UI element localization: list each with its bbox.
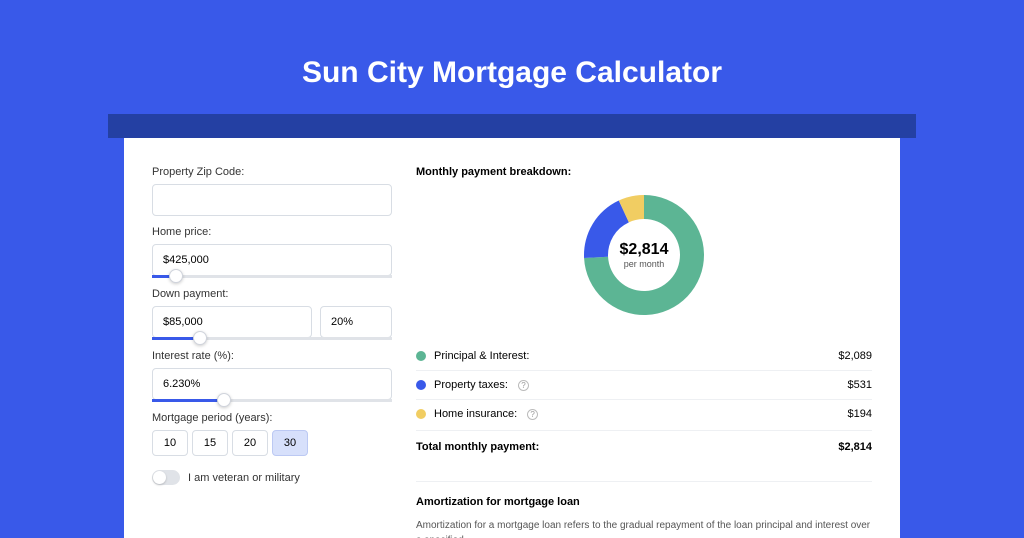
donut-chart: $2,814 per month <box>579 190 709 320</box>
period-field: Mortgage period (years): 10152030 <box>152 412 392 456</box>
total-row: Total monthly payment: $2,814 <box>416 430 872 461</box>
slider-thumb[interactable] <box>217 393 231 407</box>
breakdown-row: Principal & Interest: $2,089 <box>416 342 872 370</box>
interest-label: Interest rate (%): <box>152 350 392 362</box>
total-value: $2,814 <box>838 441 872 453</box>
breakdown-value: $2,089 <box>838 350 872 362</box>
donut-center: $2,814 per month <box>620 241 669 269</box>
home-price-field: Home price: $425,000 <box>152 226 392 278</box>
slider-thumb[interactable] <box>169 269 183 283</box>
donut-sub: per month <box>620 259 669 269</box>
breakdown-value: $531 <box>848 379 872 391</box>
donut-chart-wrap: $2,814 per month <box>416 190 872 320</box>
slider-thumb[interactable] <box>193 331 207 345</box>
form-column: Property Zip Code: Home price: $425,000 … <box>152 166 392 538</box>
total-label: Total monthly payment: <box>416 441 539 453</box>
interest-slider[interactable] <box>152 399 392 402</box>
legend-dot <box>416 409 426 419</box>
down-payment-field: Down payment: $85,000 20% <box>152 288 392 340</box>
breakdown-label: Home insurance: <box>434 408 517 420</box>
help-icon[interactable]: ? <box>527 409 538 420</box>
period-option-15[interactable]: 15 <box>192 430 228 456</box>
period-option-10[interactable]: 10 <box>152 430 188 456</box>
help-icon[interactable]: ? <box>518 380 529 391</box>
interest-field: Interest rate (%): 6.230% <box>152 350 392 402</box>
card-shadow-bar <box>108 114 916 138</box>
donut-value: $2,814 <box>620 241 669 259</box>
down-payment-pct-input[interactable]: 20% <box>320 306 392 338</box>
legend-dot <box>416 380 426 390</box>
page-title: Sun City Mortgage Calculator <box>0 56 1024 90</box>
breakdown-label: Principal & Interest: <box>434 350 529 362</box>
breakdown-title: Monthly payment breakdown: <box>416 166 872 178</box>
interest-input[interactable]: 6.230% <box>152 368 392 400</box>
amortization-title: Amortization for mortgage loan <box>416 481 872 508</box>
zip-field: Property Zip Code: <box>152 166 392 216</box>
down-payment-input[interactable]: $85,000 <box>152 306 312 338</box>
veteran-toggle[interactable] <box>152 470 180 485</box>
home-price-label: Home price: <box>152 226 392 238</box>
breakdown-row: Property taxes:? $531 <box>416 370 872 399</box>
down-payment-label: Down payment: <box>152 288 392 300</box>
period-label: Mortgage period (years): <box>152 412 392 424</box>
period-option-20[interactable]: 20 <box>232 430 268 456</box>
amortization-text: Amortization for a mortgage loan refers … <box>416 518 872 538</box>
down-payment-slider[interactable] <box>152 337 392 340</box>
zip-label: Property Zip Code: <box>152 166 392 178</box>
home-price-slider[interactable] <box>152 275 392 278</box>
veteran-field: I am veteran or military <box>152 470 392 485</box>
zip-input[interactable] <box>152 184 392 216</box>
breakdown-value: $194 <box>848 408 872 420</box>
calculator-card: Property Zip Code: Home price: $425,000 … <box>124 138 900 538</box>
legend-dot <box>416 351 426 361</box>
page-header: Sun City Mortgage Calculator <box>0 0 1024 114</box>
breakdown-column: Monthly payment breakdown: $2,814 per mo… <box>416 166 872 538</box>
breakdown-label: Property taxes: <box>434 379 508 391</box>
veteran-label: I am veteran or military <box>188 472 300 484</box>
breakdown-row: Home insurance:? $194 <box>416 399 872 428</box>
period-option-30[interactable]: 30 <box>272 430 308 456</box>
home-price-input[interactable]: $425,000 <box>152 244 392 276</box>
